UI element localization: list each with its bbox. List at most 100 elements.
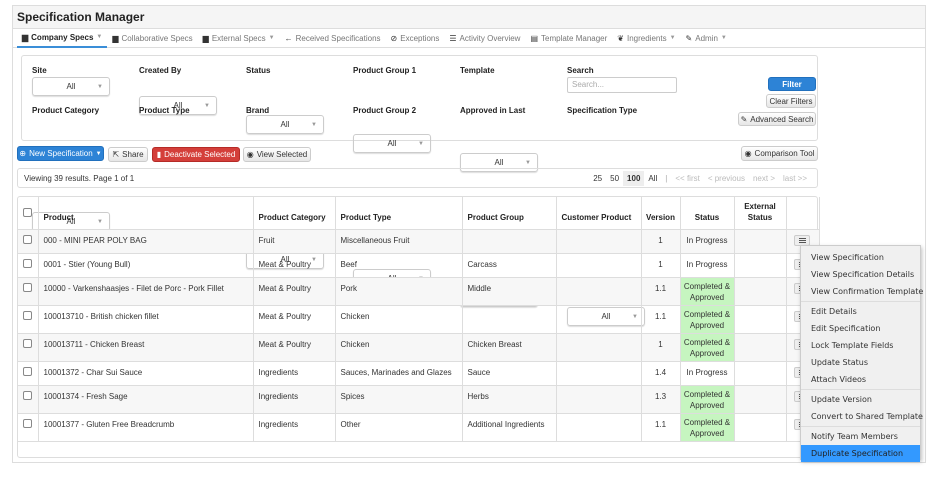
column-header[interactable]: Product xyxy=(38,197,254,230)
column-header[interactable]: Version xyxy=(641,197,681,230)
nav-tab-activity-overview[interactable]: ☰ Activity Overview xyxy=(444,29,525,48)
briefcase-icon: ▆ xyxy=(202,33,209,43)
filter-label: Created By xyxy=(139,66,182,75)
filter-select-product-group-1[interactable]: All ▼ xyxy=(353,134,431,153)
cell-product[interactable]: 0001 - Stier (Young Bull) xyxy=(38,253,254,278)
pager-prev-link[interactable]: < previous xyxy=(707,173,745,183)
table-row: 10001372 - Char Sui Sauce Ingredients Sauc… xyxy=(18,361,820,386)
cell-product[interactable]: 000 - MINI PEAR POLY BAG xyxy=(38,229,254,254)
page-size-all[interactable]: All xyxy=(648,173,658,183)
cell-product[interactable]: 10001377 - Gluten Free Breadcrumb xyxy=(38,413,254,442)
row-checkbox[interactable] xyxy=(23,258,32,268)
cell-customer-product xyxy=(556,229,642,254)
plus-circle-icon: ⊕ xyxy=(19,149,27,158)
filter-button[interactable]: Filter xyxy=(768,77,816,91)
menu-item-convert-to-shared-template[interactable]: Convert to Shared Template xyxy=(811,412,923,421)
arrow-left-icon: ← xyxy=(284,33,293,43)
column-header[interactable]: External Status xyxy=(734,197,787,230)
filter-select-created-by[interactable]: All ▼ xyxy=(139,96,217,115)
row-checkbox[interactable] xyxy=(23,366,32,376)
column-header[interactable]: Product Type xyxy=(335,197,463,230)
menu-item-notify-team-members[interactable]: Notify Team Members xyxy=(811,432,898,441)
filter-label: Product Type xyxy=(139,106,190,115)
cell-external-status xyxy=(734,229,787,254)
select-all-cell xyxy=(18,197,39,230)
nav-tab-label: Company Specs xyxy=(31,32,94,42)
cell-external-status xyxy=(734,277,787,306)
cell-product[interactable]: 10001374 - Fresh Sage xyxy=(38,385,254,414)
filter-select-template[interactable]: All ▼ xyxy=(460,153,538,172)
filter-label: Product Group 1 xyxy=(353,66,417,75)
filter-select-site[interactable]: All ▼ xyxy=(32,77,110,96)
actions-header xyxy=(786,197,820,230)
pager-first-link[interactable]: << first xyxy=(675,173,700,183)
column-header[interactable]: Product Category xyxy=(253,197,336,230)
table-row: 10001377 - Gluten Free Breadcrumb Ingredi… xyxy=(18,413,820,442)
page-size-25[interactable]: 25 xyxy=(593,173,603,183)
menu-item-duplicate-specification[interactable]: Duplicate Specification xyxy=(801,445,920,462)
pager-last-link[interactable]: last >> xyxy=(782,173,807,183)
nav-tab-collaborative-specs[interactable]: ▆ Collaborative Specs xyxy=(107,29,197,48)
caret-down-icon: ▼ xyxy=(96,34,103,40)
table-row: 000 - MINI PEAR POLY BAG Fruit Miscellaneo… xyxy=(18,229,820,254)
nav-tab-label: Ingredients xyxy=(626,33,667,43)
row-checkbox[interactable] xyxy=(23,282,32,292)
column-header[interactable]: Status xyxy=(680,197,735,230)
select-all-checkbox[interactable] xyxy=(23,207,32,217)
briefcase-icon: ▆ xyxy=(112,33,119,43)
search-input[interactable]: Search... xyxy=(567,77,677,93)
nav-tab-template-manager[interactable]: ▤ Template Manager xyxy=(525,29,612,48)
row-checkbox[interactable] xyxy=(23,418,32,428)
cell-product-group xyxy=(462,229,557,254)
view-selected-button[interactable]: ◉ View Selected xyxy=(243,147,311,162)
menu-item-update-version[interactable]: Update Version xyxy=(811,395,872,404)
table-row: 100013711 - Chicken Breast Meat & Poultry… xyxy=(18,333,820,362)
new-specification-button[interactable]: ⊕ New Specification ▼ xyxy=(17,146,104,161)
advanced-search-button[interactable]: ✎ Advanced Search xyxy=(738,112,816,126)
row-checkbox[interactable] xyxy=(23,234,32,244)
menu-item-edit-specification[interactable]: Edit Specification xyxy=(811,324,881,333)
nav-tab-company-specs[interactable]: ▆ Company Specs ▼ xyxy=(17,29,108,48)
page-size-100[interactable]: 100 xyxy=(623,170,645,186)
nav-tab-exceptions[interactable]: ⊘ Exceptions xyxy=(386,29,445,48)
row-select-cell xyxy=(18,277,39,306)
clear-filters-button[interactable]: Clear Filters xyxy=(766,94,816,108)
page-size-50[interactable]: 50 xyxy=(610,173,620,183)
column-header[interactable]: Product Group xyxy=(462,197,557,230)
menu-item-view-specification[interactable]: View Specification xyxy=(811,253,884,262)
filter-value: All xyxy=(494,158,504,167)
row-checkbox[interactable] xyxy=(23,338,32,348)
row-select-cell xyxy=(18,413,39,442)
filter-select-status[interactable]: All ▼ xyxy=(246,115,324,134)
menu-item-view-confirmation-template[interactable]: View Confirmation Template xyxy=(811,287,924,296)
cell-product-group: Sauce xyxy=(462,361,557,386)
cell-product-category: Ingredients xyxy=(253,413,336,442)
cell-product-type: Other xyxy=(335,413,463,442)
cell-product[interactable]: 10000 - Varkenshaasjes - Filet de Porc -… xyxy=(38,277,254,306)
cell-product[interactable]: 100013710 - British chicken fillet xyxy=(38,305,254,334)
row-actions-menu-button[interactable] xyxy=(793,234,810,246)
nav-tab-admin[interactable]: ✎ Admin ▼ xyxy=(681,29,732,48)
caret-down-icon: ▼ xyxy=(311,121,317,128)
cell-product[interactable]: 100013711 - Chicken Breast xyxy=(38,333,254,362)
menu-item-update-status[interactable]: Update Status xyxy=(811,358,869,367)
menu-item-attach-videos[interactable]: Attach Videos xyxy=(811,375,867,384)
nav-tab-external-specs[interactable]: ▆ External Specs ▼ xyxy=(198,29,280,48)
column-header[interactable]: Customer Product xyxy=(556,197,642,230)
menu-item-lock-template-fields[interactable]: Lock Template Fields xyxy=(811,341,894,350)
row-select-cell xyxy=(18,333,39,362)
trash-icon: ▮ xyxy=(156,150,162,159)
comparison-tool-button[interactable]: ◉ Comparison Tool xyxy=(741,146,818,161)
pager-next-link[interactable]: next > xyxy=(752,173,775,183)
menu-item-edit-details[interactable]: Edit Details xyxy=(811,307,857,316)
cell-version: 1 xyxy=(641,253,681,278)
deactivate-selected-button[interactable]: ▮ Deactivate Selected xyxy=(152,147,240,162)
cell-product[interactable]: 10001372 - Char Sui Sauce xyxy=(38,361,254,386)
share-button[interactable]: ⇱ Share xyxy=(108,147,148,162)
row-checkbox[interactable] xyxy=(23,390,32,400)
nav-tab-label: External Specs xyxy=(211,33,266,43)
nav-tab-ingredients[interactable]: ❦ Ingredients ▼ xyxy=(612,29,680,48)
nav-tab-received-specifications[interactable]: ← Received Specifications xyxy=(280,29,386,48)
row-checkbox[interactable] xyxy=(23,310,32,320)
menu-item-view-specification-details[interactable]: View Specification Details xyxy=(811,270,915,279)
